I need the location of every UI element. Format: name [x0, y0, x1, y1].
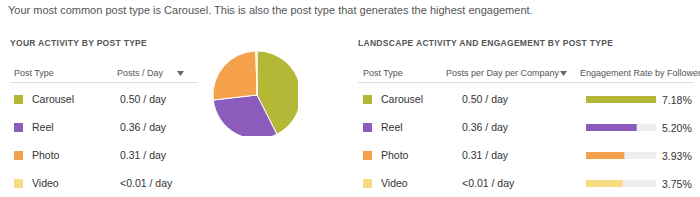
- html-text:0.50 / day: 0.50 / day: [120, 93, 167, 105]
- html-text:Carousel: Carousel: [381, 93, 423, 105]
- html-text:Carousel: Carousel: [32, 93, 74, 105]
- html-text:0.31 / day: 0.31 / day: [462, 149, 509, 161]
- html-text:Photo: Photo: [32, 149, 60, 161]
- svg-text:3.75%: 3.75%: [662, 178, 692, 190]
- svg-text:5.20%: 5.20%: [662, 122, 692, 134]
- html-text:Video: Video: [381, 177, 408, 189]
- html-text:<0.01 / day: <0.01 / day: [120, 177, 173, 189]
- html-text:Posts / Day: Posts / Day: [117, 68, 163, 78]
- html-text:<0.01 / day: <0.01 / day: [462, 177, 515, 189]
- html-text:Reel: Reel: [381, 121, 403, 133]
- html-text:0.36 / day: 0.36 / day: [462, 121, 509, 133]
- html-text:Reel: Reel: [32, 121, 54, 133]
- html-text:LANDSCAPE ACTIVITY AND ENGAGEM: LANDSCAPE ACTIVITY AND ENGAGEMENT BY POS…: [358, 38, 614, 48]
- html-text:Posts per Day per Company: Posts per Day per Company: [446, 68, 560, 78]
- html-text:Post Type: Post Type: [14, 68, 54, 78]
- html-text:0.50 / day: 0.50 / day: [462, 93, 509, 105]
- html-text:Video: Video: [32, 177, 59, 189]
- svg-text:7.18%: 7.18%: [662, 94, 692, 106]
- html-text:0.31 / day: 0.31 / day: [120, 149, 167, 161]
- html-text:Post Type: Post Type: [363, 68, 403, 78]
- html-text:Photo: Photo: [381, 149, 409, 161]
- html-text:0.36 / day: 0.36 / day: [120, 121, 167, 133]
- svg-text:3.93%: 3.93%: [662, 150, 692, 162]
- html-text:Your most common post type is: Your most common post type is Carousel. …: [8, 4, 533, 16]
- html-text:YOUR ACTIVITY BY POST TYPE: YOUR ACTIVITY BY POST TYPE: [10, 38, 148, 48]
